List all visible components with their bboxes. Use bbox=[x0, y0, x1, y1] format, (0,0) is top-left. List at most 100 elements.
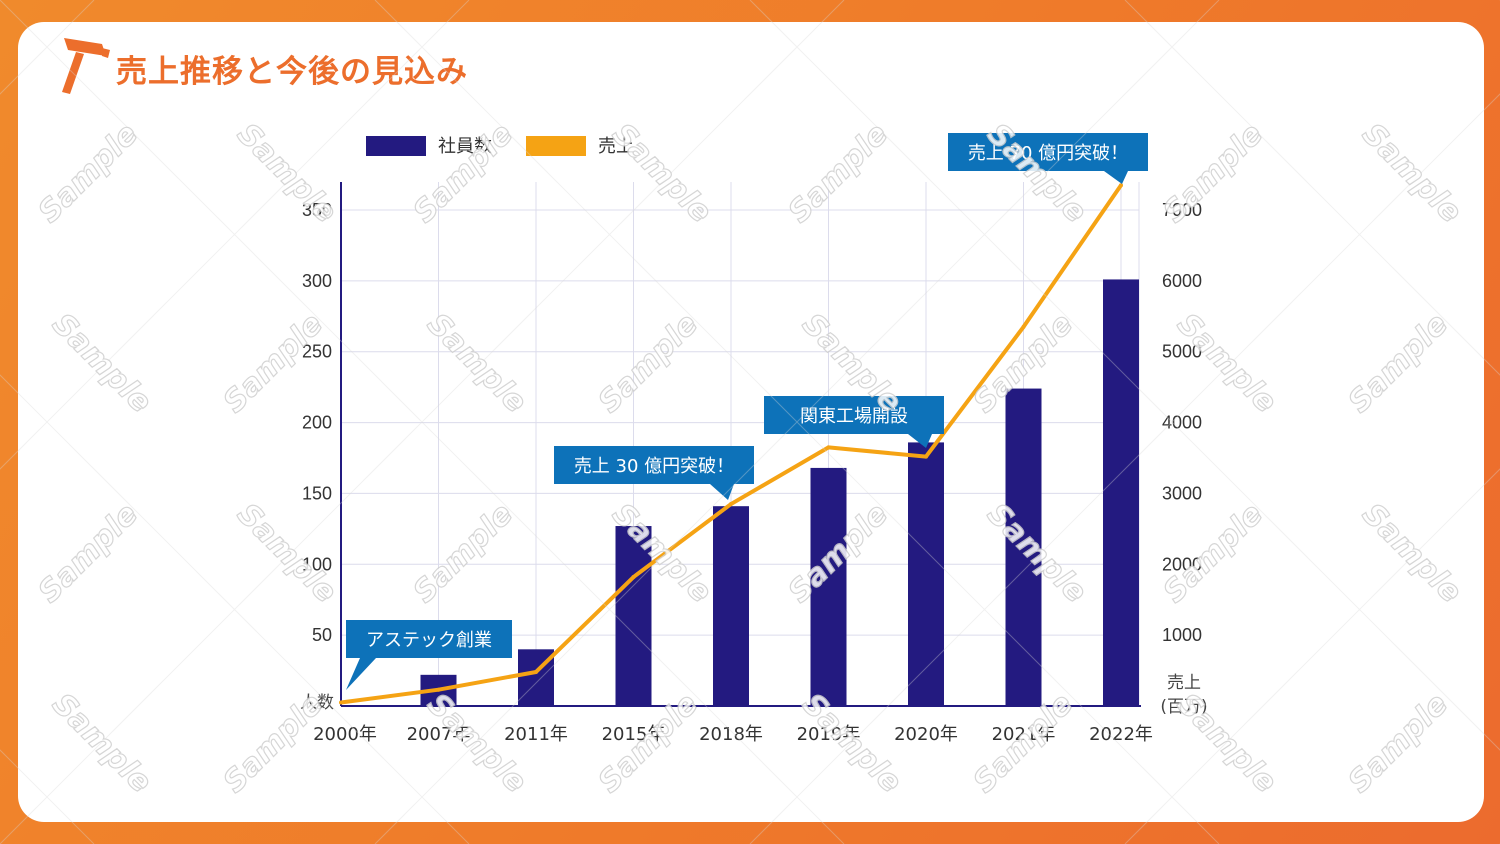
sales-point-2007年 bbox=[436, 687, 441, 692]
y-axis-right-label: 売上 bbox=[1167, 673, 1201, 693]
tick-labels: 50 100 150 200 250 300 350 1000 2000 3000 4000 5000… bbox=[300, 200, 1208, 745]
watermark-line bbox=[1124, 468, 1500, 844]
x-tick-2019年: 2019年 bbox=[797, 724, 861, 745]
x-tick-2020年: 2020年 bbox=[894, 724, 958, 745]
watermark-text: Sample bbox=[45, 307, 158, 420]
sales-point-2000年 bbox=[339, 700, 343, 705]
x-tick-2021年: 2021年 bbox=[992, 724, 1056, 745]
callout-tail bbox=[346, 658, 376, 690]
y-axis-right-unit: (百万) bbox=[1160, 697, 1207, 717]
y-tick-left: 100 bbox=[302, 554, 332, 574]
y-tick-left: 50 bbox=[312, 625, 332, 645]
callout-text: 関東工場開設 bbox=[800, 406, 908, 427]
watermark-text: Sample bbox=[1342, 307, 1455, 420]
legend-label-売上: 売上 bbox=[598, 136, 634, 157]
axes bbox=[340, 182, 1141, 707]
paint-roller-icon bbox=[62, 38, 110, 94]
x-tick-2007年: 2007年 bbox=[407, 724, 471, 745]
sales-point-2011年 bbox=[534, 669, 538, 674]
callout-text: 売上 30 億円突破！ bbox=[574, 456, 734, 477]
callout-text: アステック創業 bbox=[366, 630, 492, 651]
bar-2015年 bbox=[615, 526, 652, 706]
callout-4: 売上 70 億円突破！ bbox=[948, 133, 1148, 184]
legend-label-社員数: 社員数 bbox=[438, 136, 492, 157]
watermark-text: Sample bbox=[1342, 687, 1455, 800]
y-tick-left: 300 bbox=[302, 271, 332, 291]
watermark-line bbox=[749, 93, 1500, 844]
callout-2: 売上 30 億円突破！ bbox=[554, 446, 754, 500]
bar-2022年 bbox=[1103, 279, 1139, 706]
y-axis-left-label: 人数 bbox=[300, 693, 334, 713]
sales-point-2021年 bbox=[1021, 324, 1026, 329]
watermark-line bbox=[0, 0, 470, 470]
x-tick-2000年: 2000年 bbox=[313, 724, 377, 745]
y-tick-right: 4000 bbox=[1162, 413, 1202, 433]
x-tick-2022年: 2022年 bbox=[1089, 724, 1153, 745]
watermark-text: Sample bbox=[32, 117, 145, 230]
y-tick-left: 250 bbox=[302, 342, 332, 362]
legend-swatch-社員数 bbox=[366, 136, 426, 156]
watermark-line bbox=[374, 0, 1220, 844]
callout-box bbox=[948, 133, 1148, 171]
watermark-text: Sample bbox=[1157, 497, 1270, 610]
callout-box bbox=[554, 446, 754, 484]
watermark-text: Sample bbox=[32, 497, 145, 610]
callout-tail bbox=[710, 484, 734, 500]
watermark-text: Sample bbox=[592, 307, 705, 420]
watermark-text: Sample bbox=[230, 117, 343, 230]
callout-tail bbox=[1104, 171, 1128, 184]
watermark-line bbox=[374, 0, 1220, 844]
watermark-text: Sample bbox=[407, 117, 520, 230]
sales-point-2015年 bbox=[631, 575, 636, 580]
y-tick-left: 200 bbox=[302, 413, 332, 433]
y-tick-right: 1000 bbox=[1162, 625, 1202, 645]
y-tick-right: 5000 bbox=[1162, 342, 1202, 362]
watermark-text: Sample bbox=[45, 687, 158, 800]
watermark-text: Sample bbox=[230, 497, 343, 610]
slide-card bbox=[18, 22, 1484, 822]
watermark-line bbox=[749, 0, 1500, 751]
callout-3: 関東工場開設 bbox=[764, 396, 944, 448]
sales-point-2022年 bbox=[1119, 183, 1123, 188]
legend: 社員数 売上 bbox=[366, 136, 634, 157]
watermark-line bbox=[1124, 0, 1500, 376]
y-tick-right: 6000 bbox=[1162, 271, 1202, 291]
watermark-text: Sample bbox=[1170, 307, 1283, 420]
watermark-text: Sample bbox=[420, 307, 533, 420]
watermark-text: Sample bbox=[1170, 687, 1283, 800]
y-tick-right: 3000 bbox=[1162, 483, 1202, 503]
y-tick-right: 7000 bbox=[1162, 200, 1202, 220]
watermark-line bbox=[0, 374, 470, 844]
y-tick-right: 2000 bbox=[1162, 554, 1202, 574]
watermark-line bbox=[0, 0, 845, 844]
x-tick-2011年: 2011年 bbox=[504, 724, 568, 745]
watermark-text: Sample bbox=[1355, 117, 1468, 230]
callout-text: 売上 70 億円突破！ bbox=[968, 143, 1128, 164]
watermark-line bbox=[0, 0, 845, 844]
sales-line-series bbox=[339, 183, 1123, 705]
watermark-text: Sample bbox=[407, 497, 520, 610]
legend-swatch-売上 bbox=[526, 136, 586, 156]
watermark-text: Sample bbox=[1355, 497, 1468, 610]
x-tick-2015年: 2015年 bbox=[602, 724, 666, 745]
annotations: アステック創業 売上 30 億円突破！ 関東工場開設 売上 70 億円突破！ bbox=[346, 133, 1148, 690]
watermark-text: Sample bbox=[217, 307, 330, 420]
sales-point-2020年 bbox=[924, 454, 928, 459]
watermark-text: Sample bbox=[782, 117, 895, 230]
watermark-text: Sample bbox=[1157, 117, 1270, 230]
sales-point-2019年 bbox=[826, 445, 831, 450]
callout-box bbox=[764, 396, 944, 434]
sales-point-2018年 bbox=[729, 502, 733, 507]
bar-2018年 bbox=[713, 506, 749, 706]
bar-2021年 bbox=[1005, 388, 1042, 706]
bar-2019年 bbox=[810, 467, 847, 706]
callout-1: アステック創業 bbox=[346, 620, 512, 690]
callout-box bbox=[346, 620, 512, 658]
bar-2020年 bbox=[908, 442, 944, 706]
x-tick-2018年: 2018年 bbox=[699, 724, 763, 745]
y-tick-left: 350 bbox=[302, 200, 332, 220]
watermark-text: Sample bbox=[605, 117, 718, 230]
